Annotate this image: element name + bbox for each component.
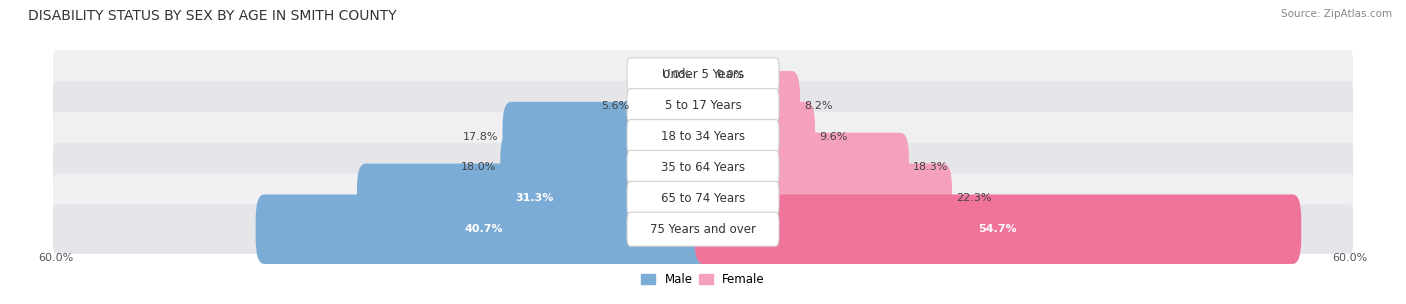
Text: 22.3%: 22.3% (956, 193, 991, 203)
FancyBboxPatch shape (695, 133, 908, 202)
FancyBboxPatch shape (357, 164, 711, 233)
Text: 40.7%: 40.7% (464, 224, 503, 234)
FancyBboxPatch shape (695, 164, 952, 233)
Text: 0.0%: 0.0% (662, 70, 690, 80)
Text: 31.3%: 31.3% (515, 193, 554, 203)
Legend: Male, Female: Male, Female (641, 273, 765, 286)
Text: 65 to 74 Years: 65 to 74 Years (661, 192, 745, 205)
Text: 35 to 64 Years: 35 to 64 Years (661, 161, 745, 174)
Text: 18.0%: 18.0% (461, 162, 496, 172)
Text: 17.8%: 17.8% (463, 132, 498, 142)
Text: Source: ZipAtlas.com: Source: ZipAtlas.com (1281, 9, 1392, 19)
FancyBboxPatch shape (627, 89, 779, 123)
Text: 9.6%: 9.6% (820, 132, 848, 142)
FancyBboxPatch shape (695, 71, 800, 140)
FancyBboxPatch shape (634, 71, 711, 140)
Text: 0.0%: 0.0% (716, 70, 744, 80)
FancyBboxPatch shape (695, 102, 815, 171)
FancyBboxPatch shape (53, 112, 1353, 161)
FancyBboxPatch shape (53, 50, 1353, 99)
Text: Under 5 Years: Under 5 Years (662, 68, 744, 81)
Text: 8.2%: 8.2% (804, 101, 832, 111)
FancyBboxPatch shape (695, 195, 1302, 264)
FancyBboxPatch shape (256, 195, 711, 264)
FancyBboxPatch shape (53, 81, 1353, 130)
FancyBboxPatch shape (502, 102, 711, 171)
FancyBboxPatch shape (53, 205, 1353, 254)
Text: 54.7%: 54.7% (979, 224, 1017, 234)
FancyBboxPatch shape (501, 133, 711, 202)
Text: DISABILITY STATUS BY SEX BY AGE IN SMITH COUNTY: DISABILITY STATUS BY SEX BY AGE IN SMITH… (28, 9, 396, 23)
Text: 18 to 34 Years: 18 to 34 Years (661, 130, 745, 143)
FancyBboxPatch shape (627, 119, 779, 154)
FancyBboxPatch shape (627, 181, 779, 215)
FancyBboxPatch shape (53, 174, 1353, 223)
Text: 18.3%: 18.3% (914, 162, 949, 172)
FancyBboxPatch shape (627, 212, 779, 246)
Text: 75 Years and over: 75 Years and over (650, 223, 756, 236)
Text: 5.6%: 5.6% (602, 101, 630, 111)
FancyBboxPatch shape (53, 143, 1353, 192)
FancyBboxPatch shape (627, 150, 779, 185)
Text: 5 to 17 Years: 5 to 17 Years (665, 99, 741, 112)
FancyBboxPatch shape (627, 58, 779, 92)
